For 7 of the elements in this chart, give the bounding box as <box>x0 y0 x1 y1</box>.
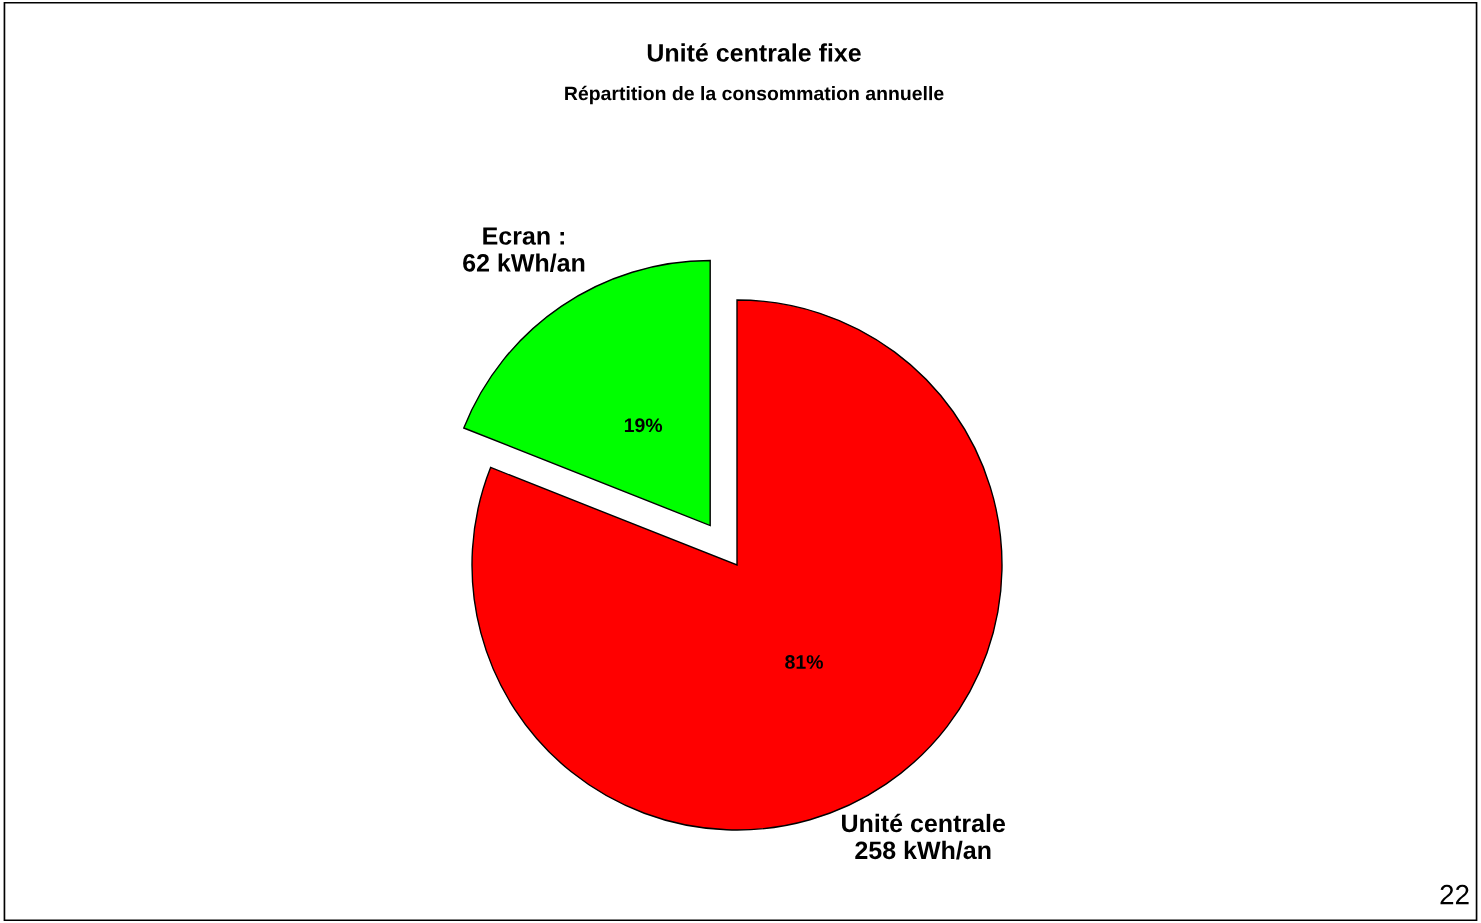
chart-subtitle: Répartition de la consommation annuelle <box>565 85 944 105</box>
data-label: 81% <box>785 655 823 669</box>
chart-title: Unité centrale fixe <box>647 43 861 62</box>
data-label: 19% <box>624 418 663 433</box>
slice-label: Ecran : 62 kWh/an <box>463 227 585 273</box>
slice-label: Unité centrale 258 kWh/an <box>842 813 1006 860</box>
text: 22 <box>1440 884 1469 905</box>
